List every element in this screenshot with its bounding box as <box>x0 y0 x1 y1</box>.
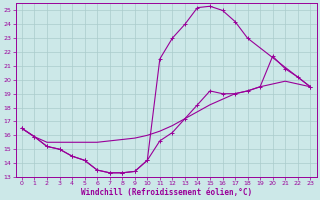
X-axis label: Windchill (Refroidissement éolien,°C): Windchill (Refroidissement éolien,°C) <box>81 188 252 197</box>
